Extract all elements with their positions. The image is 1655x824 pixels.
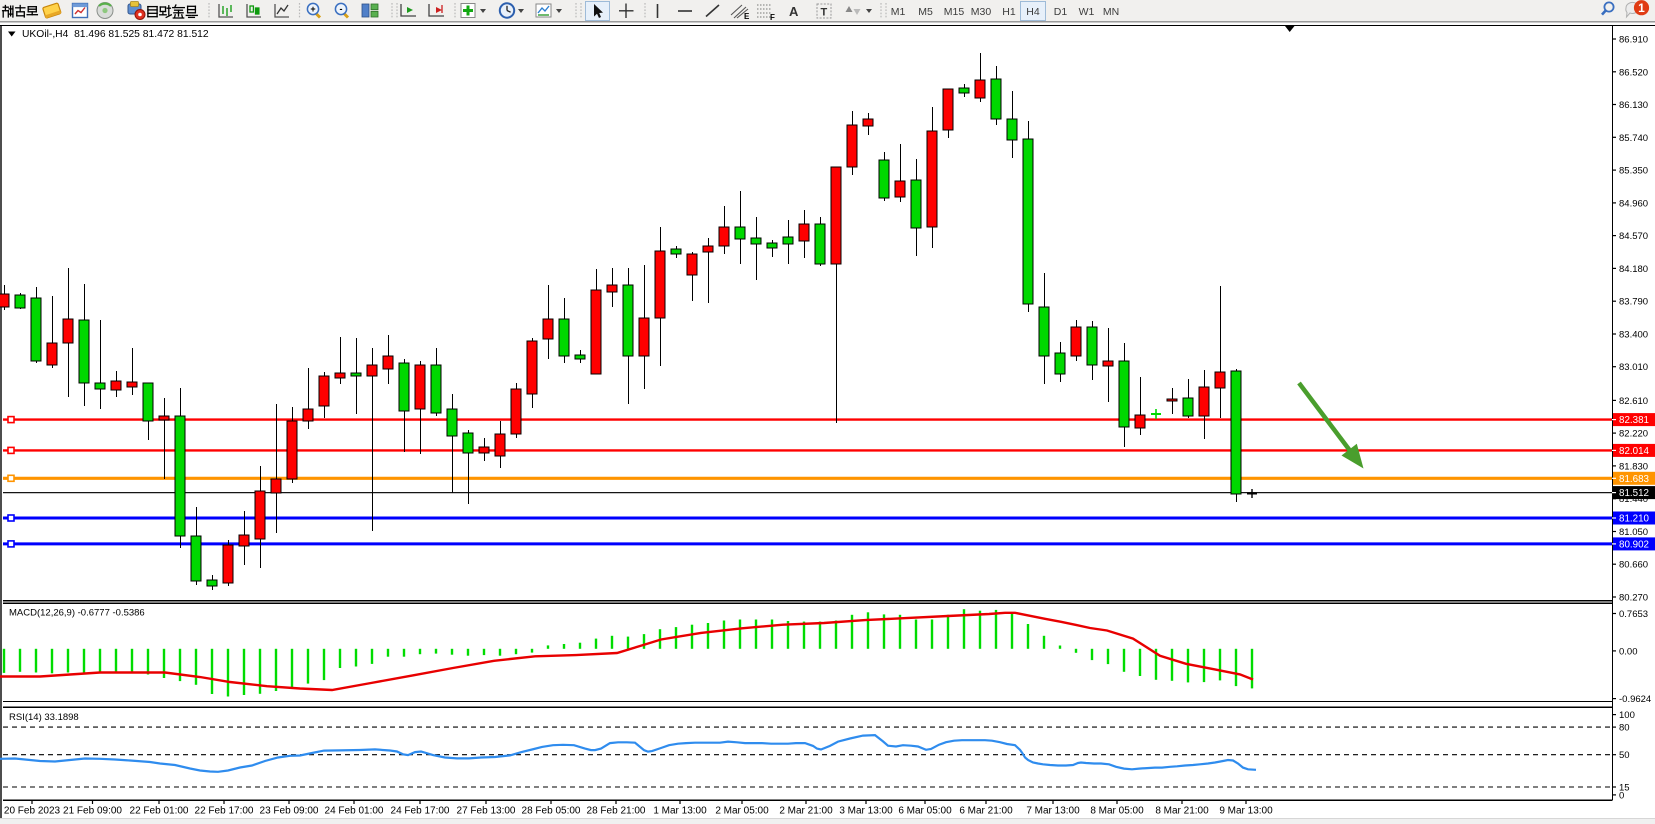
svg-text:81.210: 81.210 — [1619, 514, 1650, 525]
svg-text:28 Feb 05:00: 28 Feb 05:00 — [522, 806, 581, 817]
svg-text:81.830: 81.830 — [1619, 461, 1648, 472]
svg-text:82.381: 82.381 — [1619, 415, 1649, 426]
svg-text:MACD(12,26,9) -0.6777 -0.5386: MACD(12,26,9) -0.6777 -0.5386 — [9, 608, 145, 619]
svg-text:80.660: 80.660 — [1619, 560, 1648, 571]
svg-text:7 Mar 13:00: 7 Mar 13:00 — [1026, 806, 1080, 817]
svg-text:8 Mar 21:00: 8 Mar 21:00 — [1155, 806, 1209, 817]
svg-text:F: F — [770, 13, 775, 22]
svg-text:6 Mar 21:00: 6 Mar 21:00 — [959, 806, 1013, 817]
svg-text:-0.9624: -0.9624 — [1619, 694, 1651, 705]
svg-text:100: 100 — [1619, 710, 1635, 721]
svg-text:83.400: 83.400 — [1619, 330, 1648, 341]
svg-text:6 Mar 05:00: 6 Mar 05:00 — [898, 806, 952, 817]
svg-text:83.790: 83.790 — [1619, 297, 1648, 308]
svg-text:85.740: 85.740 — [1619, 133, 1648, 144]
svg-text:20 Feb 2023: 20 Feb 2023 — [4, 806, 61, 817]
svg-text:+: + — [310, 4, 315, 14]
svg-text:28 Feb 21:00: 28 Feb 21:00 — [587, 806, 646, 817]
svg-text:0.7653: 0.7653 — [1619, 609, 1648, 620]
svg-text:0.00: 0.00 — [1619, 646, 1638, 657]
svg-text:81.050: 81.050 — [1619, 527, 1648, 538]
svg-text:82.220: 82.220 — [1619, 429, 1648, 440]
svg-text:82.610: 82.610 — [1619, 396, 1648, 407]
svg-text:84.570: 84.570 — [1619, 231, 1648, 242]
svg-text:81.440: 81.440 — [1619, 494, 1648, 505]
svg-text:9 Mar 13:00: 9 Mar 13:00 — [1219, 806, 1273, 817]
svg-text:H4: H4 — [1026, 6, 1040, 18]
svg-text:22 Feb 17:00: 22 Feb 17:00 — [195, 806, 254, 817]
svg-text:23 Feb 09:00: 23 Feb 09:00 — [260, 806, 319, 817]
svg-text:27 Feb 13:00: 27 Feb 13:00 — [457, 806, 516, 817]
svg-text:MN: MN — [1103, 6, 1119, 18]
svg-text:M5: M5 — [918, 6, 933, 18]
svg-text:82.014: 82.014 — [1619, 446, 1650, 457]
svg-text:W1: W1 — [1079, 6, 1095, 18]
svg-text:83.010: 83.010 — [1619, 362, 1648, 373]
svg-text:1 Mar 13:00: 1 Mar 13:00 — [653, 806, 707, 817]
svg-text:86.130: 86.130 — [1619, 100, 1648, 111]
svg-text:D1: D1 — [1054, 6, 1068, 18]
svg-text:80.902: 80.902 — [1619, 539, 1649, 550]
svg-text:2 Mar 21:00: 2 Mar 21:00 — [779, 806, 833, 817]
svg-text:M15: M15 — [944, 6, 965, 18]
svg-text:85.350: 85.350 — [1619, 166, 1648, 177]
svg-text:0: 0 — [1619, 790, 1624, 801]
svg-text:RSI(14) 33.1898: RSI(14) 33.1898 — [9, 712, 79, 723]
svg-text:M1: M1 — [891, 6, 906, 18]
svg-text:M30: M30 — [971, 6, 992, 18]
svg-text:8 Mar 05:00: 8 Mar 05:00 — [1090, 806, 1144, 817]
svg-text:50: 50 — [1619, 750, 1630, 761]
svg-text:80: 80 — [1619, 723, 1630, 734]
svg-text:80.270: 80.270 — [1619, 593, 1648, 604]
svg-text:H1: H1 — [1002, 6, 1016, 18]
svg-text:86.520: 86.520 — [1619, 67, 1648, 78]
svg-text:81.683: 81.683 — [1619, 474, 1650, 485]
svg-text:86.910: 86.910 — [1619, 35, 1648, 46]
svg-text:UKOil-,H4 81.496 81.525 81.47: UKOil-,H4 81.496 81.525 81.472 81.512 — [22, 29, 209, 40]
svg-text:A: A — [789, 4, 799, 19]
svg-text:24 Feb 17:00: 24 Feb 17:00 — [391, 806, 450, 817]
svg-text:24 Feb 01:00: 24 Feb 01:00 — [325, 806, 384, 817]
svg-text:-: - — [340, 4, 343, 14]
svg-text:15: 15 — [1619, 783, 1630, 794]
svg-text:84.180: 84.180 — [1619, 264, 1648, 275]
svg-text:2 Mar 05:00: 2 Mar 05:00 — [715, 806, 769, 817]
svg-text:21 Feb 09:00: 21 Feb 09:00 — [63, 806, 122, 817]
svg-text:81.512: 81.512 — [1619, 488, 1649, 499]
svg-text:22 Feb 01:00: 22 Feb 01:00 — [130, 806, 189, 817]
svg-text:3 Mar 13:00: 3 Mar 13:00 — [839, 806, 893, 817]
svg-text:1: 1 — [1638, 1, 1645, 15]
svg-text:T: T — [821, 7, 828, 19]
svg-text:E: E — [744, 12, 750, 21]
svg-text:84.960: 84.960 — [1619, 198, 1648, 209]
